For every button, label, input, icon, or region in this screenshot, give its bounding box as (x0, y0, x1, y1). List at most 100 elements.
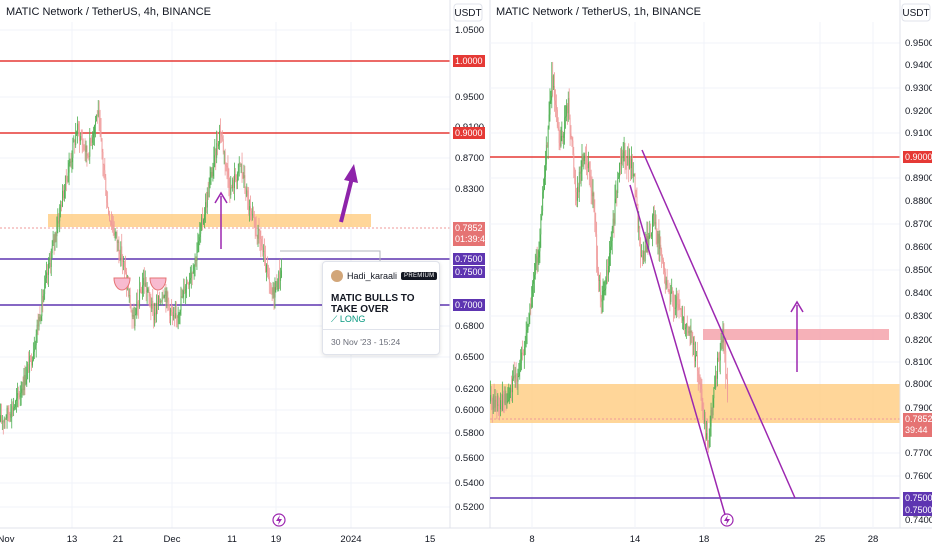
candle (561, 135, 563, 137)
candle (655, 222, 657, 232)
candle (198, 237, 200, 242)
candle (562, 135, 564, 138)
candle (107, 202, 109, 208)
candle (519, 363, 521, 373)
candle (556, 109, 558, 126)
right-arrow-up (790, 300, 804, 372)
candle (52, 239, 54, 246)
candle (64, 189, 65, 199)
candle (535, 255, 537, 264)
candle (214, 149, 216, 156)
candle (686, 323, 688, 329)
candle (48, 263, 49, 276)
candle (9, 414, 11, 418)
candle (63, 190, 64, 199)
candle (18, 393, 19, 395)
y-tick-label: 0.7900 (905, 403, 932, 414)
candle (28, 364, 30, 373)
candle (703, 415, 705, 423)
candle (51, 245, 53, 253)
candle (503, 400, 505, 404)
candle (243, 175, 245, 179)
candle (154, 312, 156, 321)
candle (613, 218, 615, 224)
left-currency-label[interactable]: USDT (454, 8, 481, 19)
candle (94, 125, 95, 134)
candle (709, 426, 711, 437)
left-arrow-up-large (339, 164, 358, 223)
candle (254, 218, 256, 228)
candle (8, 414, 10, 415)
candle (573, 153, 575, 169)
candle (708, 436, 710, 447)
candle (685, 327, 686, 329)
candle (113, 230, 115, 236)
candle (44, 283, 46, 295)
candle (571, 137, 573, 141)
candle (697, 355, 698, 371)
price-badge (453, 253, 485, 265)
x-tick-label: 2024 (340, 534, 361, 545)
candle (512, 378, 513, 393)
candle (56, 228, 58, 237)
idea-card[interactable]: Hadi_karaali PREMIUM MATIC BULLS TO TAKE… (322, 261, 440, 355)
candle (493, 396, 495, 408)
candle (91, 140, 93, 143)
right-currency-label[interactable]: USDT (902, 8, 929, 19)
price-badge (453, 127, 485, 139)
lightning-icon[interactable] (272, 513, 286, 527)
candle (570, 133, 572, 138)
candle (144, 282, 146, 286)
candle (129, 295, 131, 308)
candle (248, 197, 250, 211)
candle (628, 156, 630, 169)
candle (82, 144, 84, 146)
candle (281, 270, 283, 278)
candle (594, 211, 596, 223)
candle (558, 127, 560, 143)
y-tick-label: 0.6500 (455, 352, 484, 363)
candle (165, 291, 167, 303)
y-tick-label: 0.9200 (905, 106, 932, 117)
candle (585, 155, 587, 158)
candle (675, 296, 677, 308)
candle (567, 98, 569, 114)
channel-upper-line (641, 149, 796, 499)
candle (88, 156, 90, 157)
candle (245, 188, 247, 197)
candle (249, 206, 251, 211)
candle (184, 286, 186, 294)
candle (67, 172, 69, 182)
candle (515, 374, 517, 379)
candle (579, 171, 581, 174)
candle (78, 123, 79, 130)
candle (627, 156, 629, 166)
candle (10, 416, 12, 418)
candle (601, 298, 603, 302)
idea-direction: ⟋ LONG (331, 314, 365, 325)
candle (6, 407, 8, 419)
candle (186, 282, 188, 289)
candle (587, 164, 588, 169)
candle (274, 287, 276, 298)
candle (537, 257, 539, 263)
candle (669, 292, 671, 302)
candle (492, 396, 494, 410)
x-tick-label: Nov (0, 534, 15, 545)
candle (140, 289, 142, 293)
candle (524, 341, 526, 347)
candle (609, 253, 610, 266)
idea-author[interactable]: Hadi_karaali PREMIUM (331, 270, 438, 282)
candle (630, 156, 631, 169)
candle (635, 196, 637, 198)
lightning-icon[interactable] (720, 513, 734, 527)
candle (185, 288, 187, 294)
candle (697, 370, 699, 377)
candle (259, 230, 261, 239)
candle (546, 145, 548, 148)
candle (584, 155, 586, 157)
candle (545, 145, 547, 165)
candle (251, 210, 252, 216)
price-badge (453, 55, 485, 67)
candle (250, 206, 251, 211)
